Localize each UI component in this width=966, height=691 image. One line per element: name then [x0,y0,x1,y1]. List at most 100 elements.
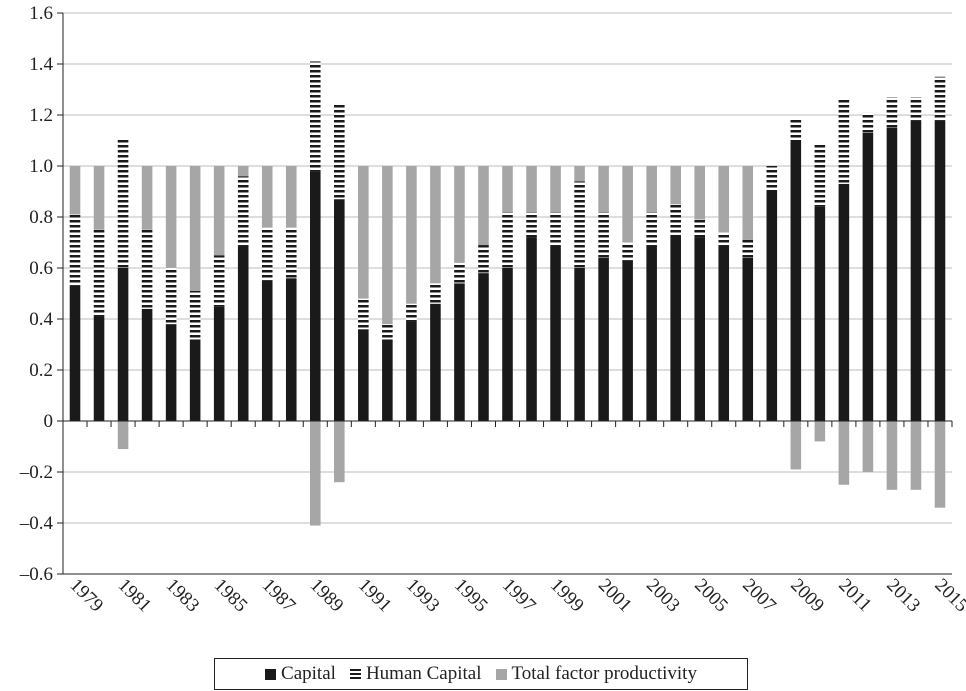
bar-capital-2012 [862,132,874,421]
bar-human-capital-1979 [69,214,81,286]
bar-human-capital-1986 [237,176,249,246]
bar-capital-1998 [526,237,537,421]
bar-total-factor-productivity-2000 [574,166,585,182]
bar-capital-1993 [406,321,417,421]
bar-human-capital-1994 [430,283,441,304]
bar-capital-1999 [550,245,561,421]
bar-capital-2010 [814,206,826,421]
y-tick-label: 0.2 [29,360,53,381]
x-tick-label: 2003 [642,575,684,617]
bar-total-factor-productivity-1992 [382,166,393,325]
bar-capital-1982 [141,308,153,421]
bar-total-factor-productivity-2003 [646,166,657,212]
y-tick-label: 0.8 [29,207,53,228]
x-tick-label: 2009 [786,575,828,617]
bar-human-capital-1992 [382,324,393,340]
x-tick-label: 1997 [498,575,540,617]
bar-total-factor-productivity-1984 [189,166,201,291]
bar-total-factor-productivity-1980 [93,166,105,230]
y-tick-label: 0.6 [29,258,53,279]
bar-human-capital-1989 [309,61,321,172]
x-tick-label: 2015 [930,575,966,617]
bar-total-factor-productivity-1996 [478,166,489,246]
bar-total-factor-productivity-1988 [285,166,297,228]
bar-total-factor-productivity-2007 [742,166,754,240]
bar-total-factor-productivity-2002 [622,166,633,243]
bar-total-factor-productivity-2014 [910,421,922,490]
y-tick-label: –0.6 [19,564,53,585]
bar-total-factor-productivity-2004 [670,166,681,205]
bar-human-capital-2003 [646,211,657,246]
axes [57,12,953,575]
bar-capital-1984 [189,339,201,421]
bar-human-capital-2005 [694,219,706,238]
bar-capital-2007 [742,257,754,421]
bar-human-capital-1996 [478,245,489,274]
human-capital-swatch-icon [349,668,361,680]
bar-capital-1996 [478,273,489,421]
bar-capital-1991 [358,329,369,421]
bar-total-factor-productivity-1994 [430,166,441,284]
legend-label-human-capital: Human Capital [365,663,482,684]
bar-human-capital-2012 [862,112,874,133]
bar-human-capital-2011 [838,99,850,184]
bar-capital-1987 [261,280,273,421]
bar-total-factor-productivity-1981 [117,421,129,450]
y-tick-label: 1.6 [29,3,53,24]
bar-human-capital-2004 [670,204,681,235]
bar-capital-1986 [237,245,249,421]
bar-human-capital-2014 [910,97,922,121]
bar-human-capital-1997 [502,211,513,268]
bar-human-capital-1981 [117,137,129,268]
bar-total-factor-productivity-1985 [213,166,225,256]
bar-capital-2005 [694,237,706,421]
bar-total-factor-productivity-1983 [165,166,177,268]
bar-human-capital-2007 [742,239,754,258]
bar-total-factor-productivity-1987 [261,166,273,228]
bar-capital-2004 [670,234,681,421]
bar-capital-1992 [382,339,393,421]
bar-capital-2003 [646,245,657,421]
bar-capital-2013 [886,127,898,421]
x-tick-label: 1985 [210,575,252,617]
bar-human-capital-1995 [454,262,465,284]
x-tick-label: 1989 [306,575,348,617]
bar-total-factor-productivity-1990 [334,421,345,483]
bar-human-capital-1985 [213,255,225,307]
bar-total-factor-productivity-2013 [886,421,898,490]
bar-human-capital-1998 [526,211,537,238]
bar-total-factor-productivity-1979 [69,166,81,215]
bar-total-factor-productivity-2001 [598,166,609,212]
bar-capital-1985 [213,306,225,421]
x-tick-label: 1983 [162,575,204,617]
x-tick-label: 2005 [690,575,732,617]
bar-human-capital-1993 [406,303,417,322]
bar-human-capital-1988 [285,227,297,279]
bar-total-factor-productivity-2009 [790,421,802,470]
bar-capital-1988 [285,278,297,421]
bar-total-factor-productivity-2015 [934,421,946,508]
bar-human-capital-1990 [334,104,345,200]
bar-capital-1995 [454,283,465,421]
bar-human-capital-1987 [261,227,273,281]
legend-item-tfp: Total factor productivity [495,663,697,685]
bar-human-capital-2001 [598,211,609,258]
x-tick-label: 2007 [738,575,780,617]
bar-capital-1983 [165,324,177,421]
tfp-swatch-icon [495,668,507,680]
bar-capital-1981 [117,268,129,421]
bar-human-capital-2002 [622,242,633,261]
y-tick-label: 1.0 [29,156,53,177]
bar-human-capital-2000 [574,181,585,268]
bar-total-factor-productivity-1998 [526,166,537,212]
y-tick-label: –0.4 [19,513,54,534]
bar-total-factor-productivity-1989 [309,421,321,526]
bar-total-factor-productivity-1999 [550,166,561,212]
bar-total-factor-productivity-1991 [358,166,369,299]
legend: Capital Human Capital Total factor produ… [214,658,748,690]
x-tick-label: 1999 [546,575,588,617]
bar-total-factor-productivity-1986 [237,166,249,177]
bar-capital-1989 [309,171,321,421]
bar-capital-2000 [574,268,585,421]
y-tick-label: 0.4 [29,309,53,330]
